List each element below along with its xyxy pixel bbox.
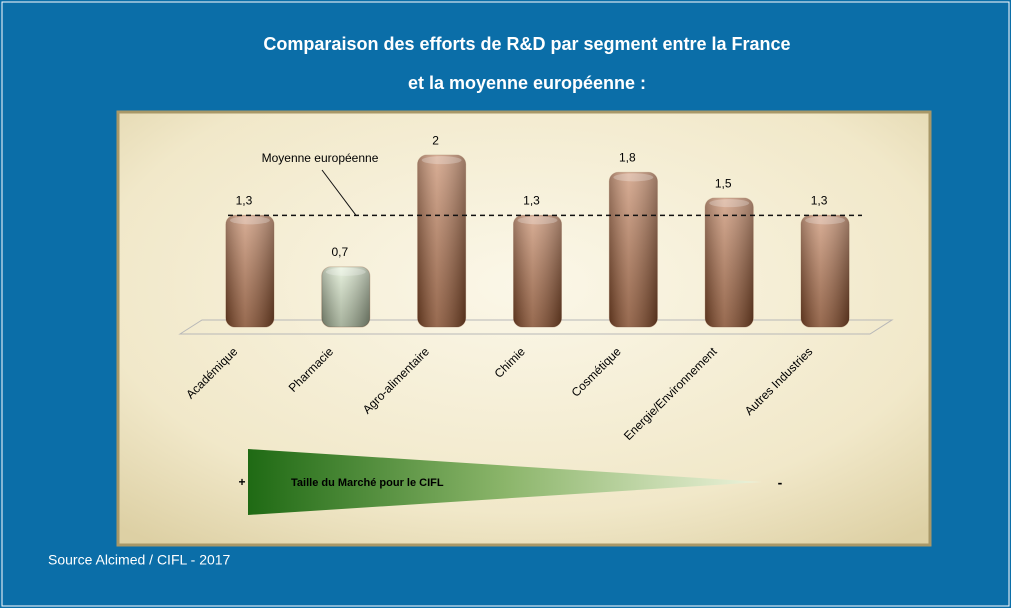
source: Source Alcimed / CIFL - 2017	[48, 552, 231, 568]
bar-shade	[801, 215, 850, 327]
bar-group	[608, 171, 658, 328]
bar-top	[709, 199, 750, 208]
market-minus: -	[778, 475, 783, 491]
value-label: 2	[432, 133, 439, 147]
bar-shade	[513, 215, 562, 327]
bar-group	[321, 266, 371, 328]
bar-group	[225, 214, 275, 328]
market-plus: +	[238, 475, 245, 489]
bar-top	[805, 216, 846, 225]
reference-pointer	[321, 169, 357, 216]
bar-top	[517, 216, 558, 225]
value-label: 1,5	[715, 176, 732, 190]
value-label: 1,3	[236, 193, 253, 207]
bar-group	[704, 197, 754, 328]
bar-group	[417, 154, 467, 328]
bar-group	[513, 214, 562, 328]
value-label: 1,3	[523, 193, 540, 207]
value-label: 0,7	[331, 245, 348, 259]
market-size-triangle	[248, 449, 762, 515]
bar-shade	[705, 198, 754, 327]
bar-top	[325, 267, 366, 276]
floor	[178, 319, 894, 335]
chart-title: Comparaison des efforts de R&D par segme…	[263, 34, 790, 54]
bar-shade	[609, 172, 658, 327]
reference-label: Moyenne européenne	[262, 151, 379, 165]
bar-top	[421, 156, 462, 165]
bar-top	[229, 216, 270, 225]
bar-shade	[225, 215, 274, 327]
value-label: 1,8	[619, 151, 636, 165]
market-label: Taille du Marché pour le CIFL	[291, 477, 444, 489]
chart-title: et la moyenne européenne :	[408, 73, 646, 93]
bar-shade	[417, 155, 466, 327]
bar-shade	[321, 266, 370, 327]
bar-group	[800, 214, 850, 328]
value-label: 1,3	[811, 193, 828, 207]
bar-top	[613, 173, 654, 182]
